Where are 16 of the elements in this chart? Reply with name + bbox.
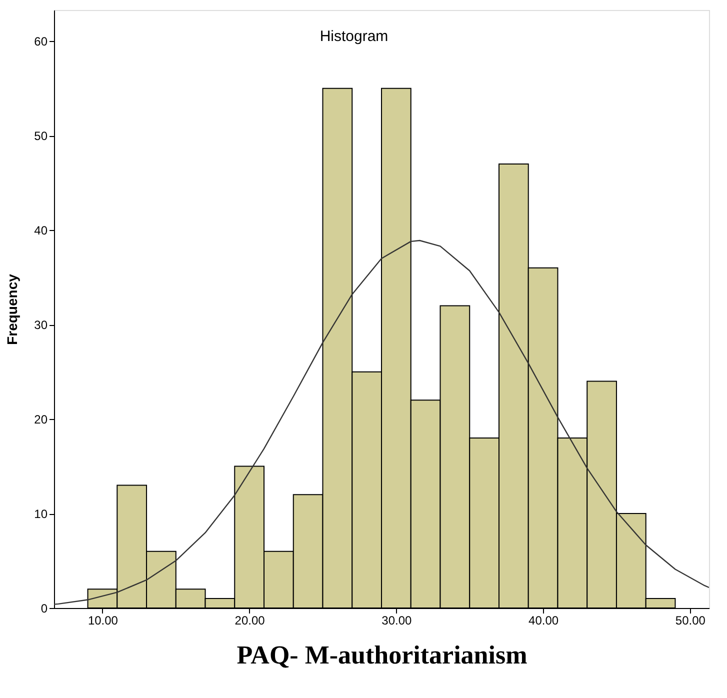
text: Histogram	[320, 28, 388, 45]
y-tick-label: 40	[34, 224, 48, 238]
x-tick-label: 20.00	[234, 614, 266, 628]
y-tick-label: 30	[34, 318, 48, 332]
y-tick-label: 20	[34, 412, 48, 427]
y-axis-title: Frequency	[4, 274, 20, 345]
x-axis-title: PAQ- M-authoritarianism	[236, 640, 528, 670]
y-tick-label: 0	[40, 602, 48, 616]
x-tick-label: 40.00	[528, 614, 559, 628]
y-tick-label: 50	[34, 129, 48, 144]
x-tick-label: 50.00	[675, 614, 706, 628]
line-series	[54, 240, 709, 605]
x-tick-label: 10.00	[88, 614, 118, 628]
x-tick-label: 30.00	[382, 614, 412, 628]
y-tick-label: 60	[34, 34, 48, 49]
y-tick-label: 10	[34, 507, 48, 522]
